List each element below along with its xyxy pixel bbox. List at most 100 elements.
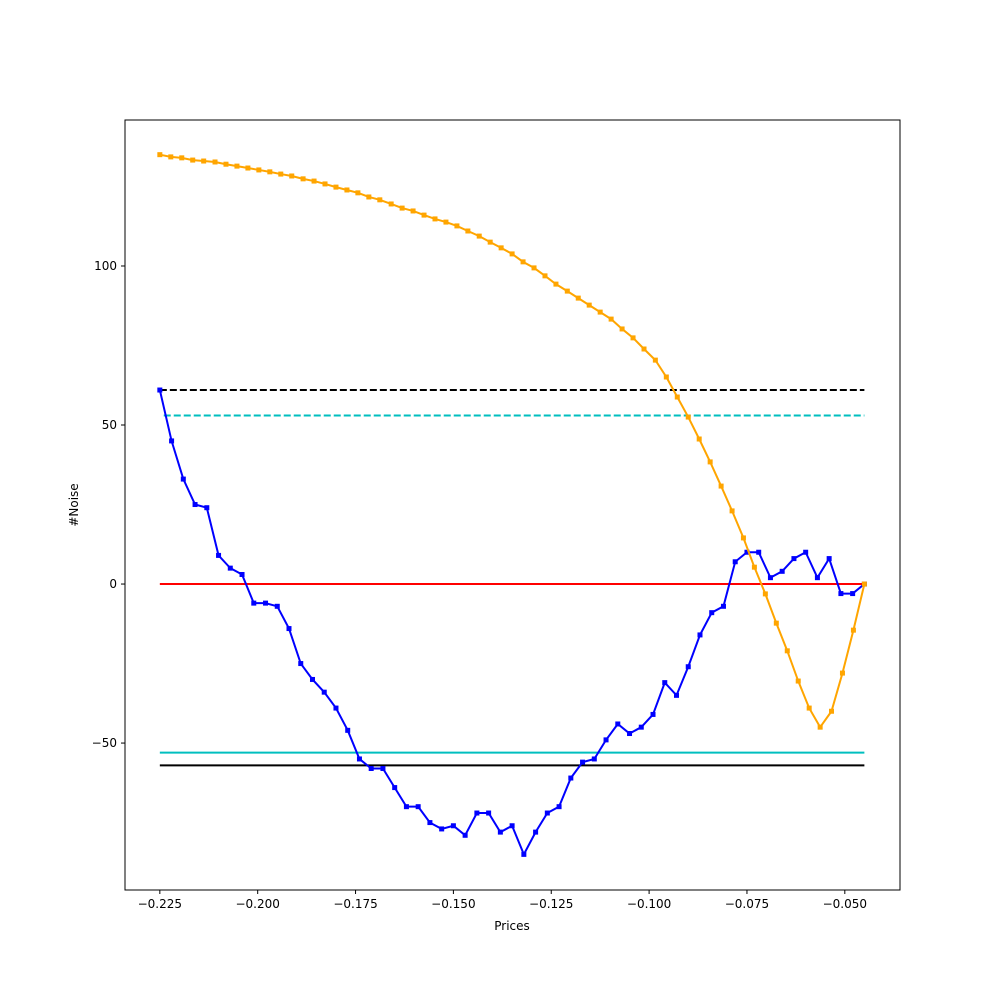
series-marker <box>575 295 581 301</box>
series-marker <box>465 228 471 234</box>
series-marker <box>720 603 726 609</box>
series-marker <box>740 535 746 541</box>
series-marker <box>256 167 262 173</box>
series-marker <box>333 705 339 711</box>
series-marker <box>274 603 280 609</box>
series-marker <box>509 823 515 829</box>
series-marker <box>204 505 210 511</box>
series-marker <box>251 600 257 606</box>
series-marker <box>368 766 374 772</box>
series-marker <box>278 171 284 177</box>
series-marker <box>216 552 222 558</box>
series-marker <box>791 556 797 562</box>
series-marker <box>289 173 295 179</box>
series-marker <box>392 785 398 791</box>
series-marker <box>580 759 586 765</box>
x-tick-label: −0.075 <box>725 897 769 911</box>
series-marker <box>630 335 636 341</box>
series-marker <box>427 820 433 826</box>
series-marker <box>608 316 614 322</box>
series-marker <box>784 648 790 654</box>
series-marker <box>377 197 383 203</box>
x-tick-label: −0.100 <box>627 897 671 911</box>
series-marker <box>685 414 691 420</box>
series-marker <box>650 711 656 717</box>
x-tick-label: −0.150 <box>431 897 475 911</box>
series-marker <box>861 581 867 587</box>
series-marker <box>795 678 801 684</box>
series-marker <box>344 187 350 193</box>
series-line <box>159 153 866 730</box>
series-marker <box>829 708 835 714</box>
series-marker <box>321 689 327 695</box>
series-marker <box>333 184 339 190</box>
series-marker <box>751 564 757 570</box>
series-marker <box>826 556 832 562</box>
series-marker <box>157 152 163 158</box>
series-marker <box>542 273 548 279</box>
series-marker <box>553 281 559 287</box>
series-marker <box>756 549 762 555</box>
series-marker <box>586 302 592 308</box>
series-marker <box>663 374 669 380</box>
series-marker <box>450 823 456 829</box>
series-marker <box>439 826 445 832</box>
series-marker <box>806 705 812 711</box>
series-marker <box>234 163 240 169</box>
series-marker <box>597 309 603 315</box>
series-marker <box>674 692 680 698</box>
series-marker <box>685 664 691 670</box>
series-marker <box>767 575 773 581</box>
x-tick-label: −0.125 <box>529 897 573 911</box>
series-marker <box>454 223 460 229</box>
series-marker <box>366 194 372 200</box>
series-marker <box>497 829 503 835</box>
series-marker <box>707 459 713 465</box>
series-marker <box>850 627 856 633</box>
series-marker <box>817 724 823 730</box>
series-marker <box>521 851 527 857</box>
series-marker <box>180 476 186 482</box>
series-marker <box>564 288 570 294</box>
series-marker <box>157 387 163 393</box>
series-marker <box>814 575 820 581</box>
y-tick-label: 100 <box>94 259 117 273</box>
series-marker <box>286 626 292 632</box>
y-tick-label: 50 <box>102 418 117 432</box>
x-axis-label: Prices <box>494 919 530 933</box>
series-marker <box>179 155 185 161</box>
series-marker <box>267 169 273 175</box>
x-tick-label: −0.175 <box>333 897 377 911</box>
series-marker <box>300 176 306 182</box>
series-marker <box>531 265 537 271</box>
series-marker <box>190 157 196 163</box>
series-marker <box>322 181 328 187</box>
series-marker <box>410 208 416 214</box>
y-tick-label: −50 <box>92 736 117 750</box>
series-marker <box>498 245 504 251</box>
series-marker <box>388 201 394 207</box>
series-marker <box>591 756 597 762</box>
x-tick-label: −0.200 <box>235 897 279 911</box>
series-marker <box>652 357 658 363</box>
series-marker <box>168 154 174 160</box>
series-marker <box>556 804 562 810</box>
series-marker <box>803 549 809 555</box>
series-marker <box>169 438 175 444</box>
x-tick-label: −0.050 <box>823 897 867 911</box>
series-marker <box>432 216 438 222</box>
series-marker <box>729 508 735 514</box>
series-marker <box>568 775 574 781</box>
series-marker <box>192 502 198 508</box>
series-marker <box>245 165 251 171</box>
x-tick-label: −0.225 <box>138 897 182 911</box>
series-marker <box>674 394 680 400</box>
series-marker <box>641 346 647 352</box>
y-axis-label: #Noise <box>67 483 81 526</box>
series-marker <box>839 670 845 676</box>
series-marker <box>744 549 750 555</box>
series-marker <box>533 829 539 835</box>
series-marker <box>697 632 703 638</box>
series-marker <box>355 190 361 196</box>
series-marker <box>263 600 269 606</box>
